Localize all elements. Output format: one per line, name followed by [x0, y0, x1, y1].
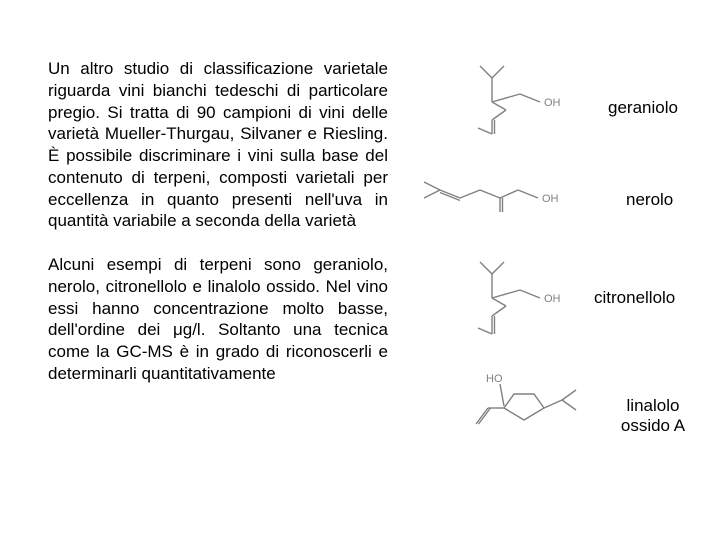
- paragraph-2: Alcuni esempi di terpeni sono geraniolo,…: [48, 254, 388, 385]
- figure-column: OH geraniolo OH: [408, 58, 680, 510]
- label-geraniolo: geraniolo: [608, 98, 678, 118]
- structure-geraniolo: OH: [466, 58, 586, 140]
- label-citronellolo: citronellolo: [594, 288, 675, 308]
- oh-label: OH: [544, 97, 561, 109]
- paragraph-1: Un altro studio di classificazione varie…: [48, 58, 388, 232]
- label-nerolo: nerolo: [626, 190, 673, 210]
- label-linalolo-line2: ossido A: [621, 416, 685, 435]
- structure-nerolo: OH: [418, 168, 588, 218]
- structure-citronellolo: OH: [466, 254, 586, 346]
- label-linalolo: linalolo ossido A: [608, 396, 698, 435]
- page: Un altro studio di classificazione varie…: [0, 0, 720, 540]
- text-column: Un altro studio di classificazione varie…: [48, 58, 388, 510]
- label-linalolo-line1: linalolo: [627, 396, 680, 415]
- structure-linalolo-ossido: HO: [470, 368, 610, 446]
- oh-label: OH: [544, 293, 561, 305]
- ho-label: HO: [486, 373, 503, 385]
- oh-label: OH: [542, 193, 559, 205]
